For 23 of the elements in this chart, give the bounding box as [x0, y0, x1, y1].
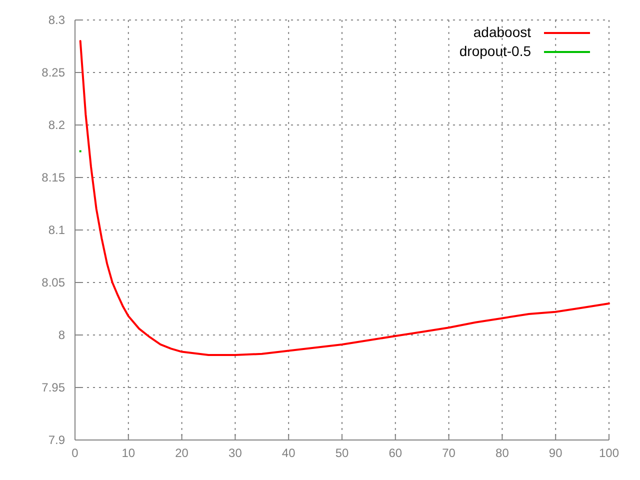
x-tick-label: 90	[548, 446, 563, 460]
x-tick-label: 0	[72, 446, 79, 460]
x-tick-label: 10	[122, 446, 136, 460]
legend-label: dropout-0.5	[459, 43, 532, 59]
y-tick-label: 8.2	[48, 118, 66, 132]
x-tick-label: 80	[496, 446, 510, 460]
x-tick-label: 50	[335, 446, 349, 460]
x-tick-label: 60	[388, 446, 402, 460]
x-tick-label: 70	[442, 446, 456, 460]
y-tick-label: 8.3	[48, 13, 66, 27]
y-tick-label: 8.15	[42, 170, 66, 184]
y-tick-label: 8.1	[48, 223, 66, 237]
y-tick-label: 8.25	[42, 66, 66, 80]
y-tick-label: 7.95	[42, 380, 66, 394]
x-tick-label: 100	[598, 446, 620, 460]
x-tick-label: 20	[175, 446, 189, 460]
y-tick-label: 7.9	[48, 433, 66, 447]
line-series	[79, 40, 610, 356]
x-tick-label: 40	[282, 446, 296, 460]
y-tick-label: 8.05	[42, 276, 66, 290]
y-tick-label: 8	[58, 328, 66, 342]
legend-label: adaboost	[473, 24, 532, 40]
x-tick-label: 30	[228, 446, 242, 460]
